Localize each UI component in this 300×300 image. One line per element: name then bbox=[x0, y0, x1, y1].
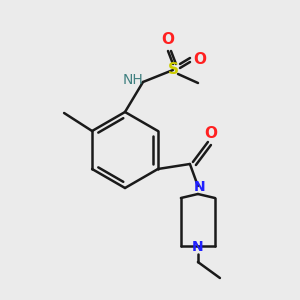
Text: O: O bbox=[194, 52, 206, 68]
Text: O: O bbox=[161, 32, 175, 47]
Text: NH: NH bbox=[123, 73, 143, 87]
Text: S: S bbox=[167, 62, 178, 77]
Text: O: O bbox=[204, 127, 218, 142]
Text: N: N bbox=[194, 180, 206, 194]
Text: N: N bbox=[192, 240, 204, 254]
